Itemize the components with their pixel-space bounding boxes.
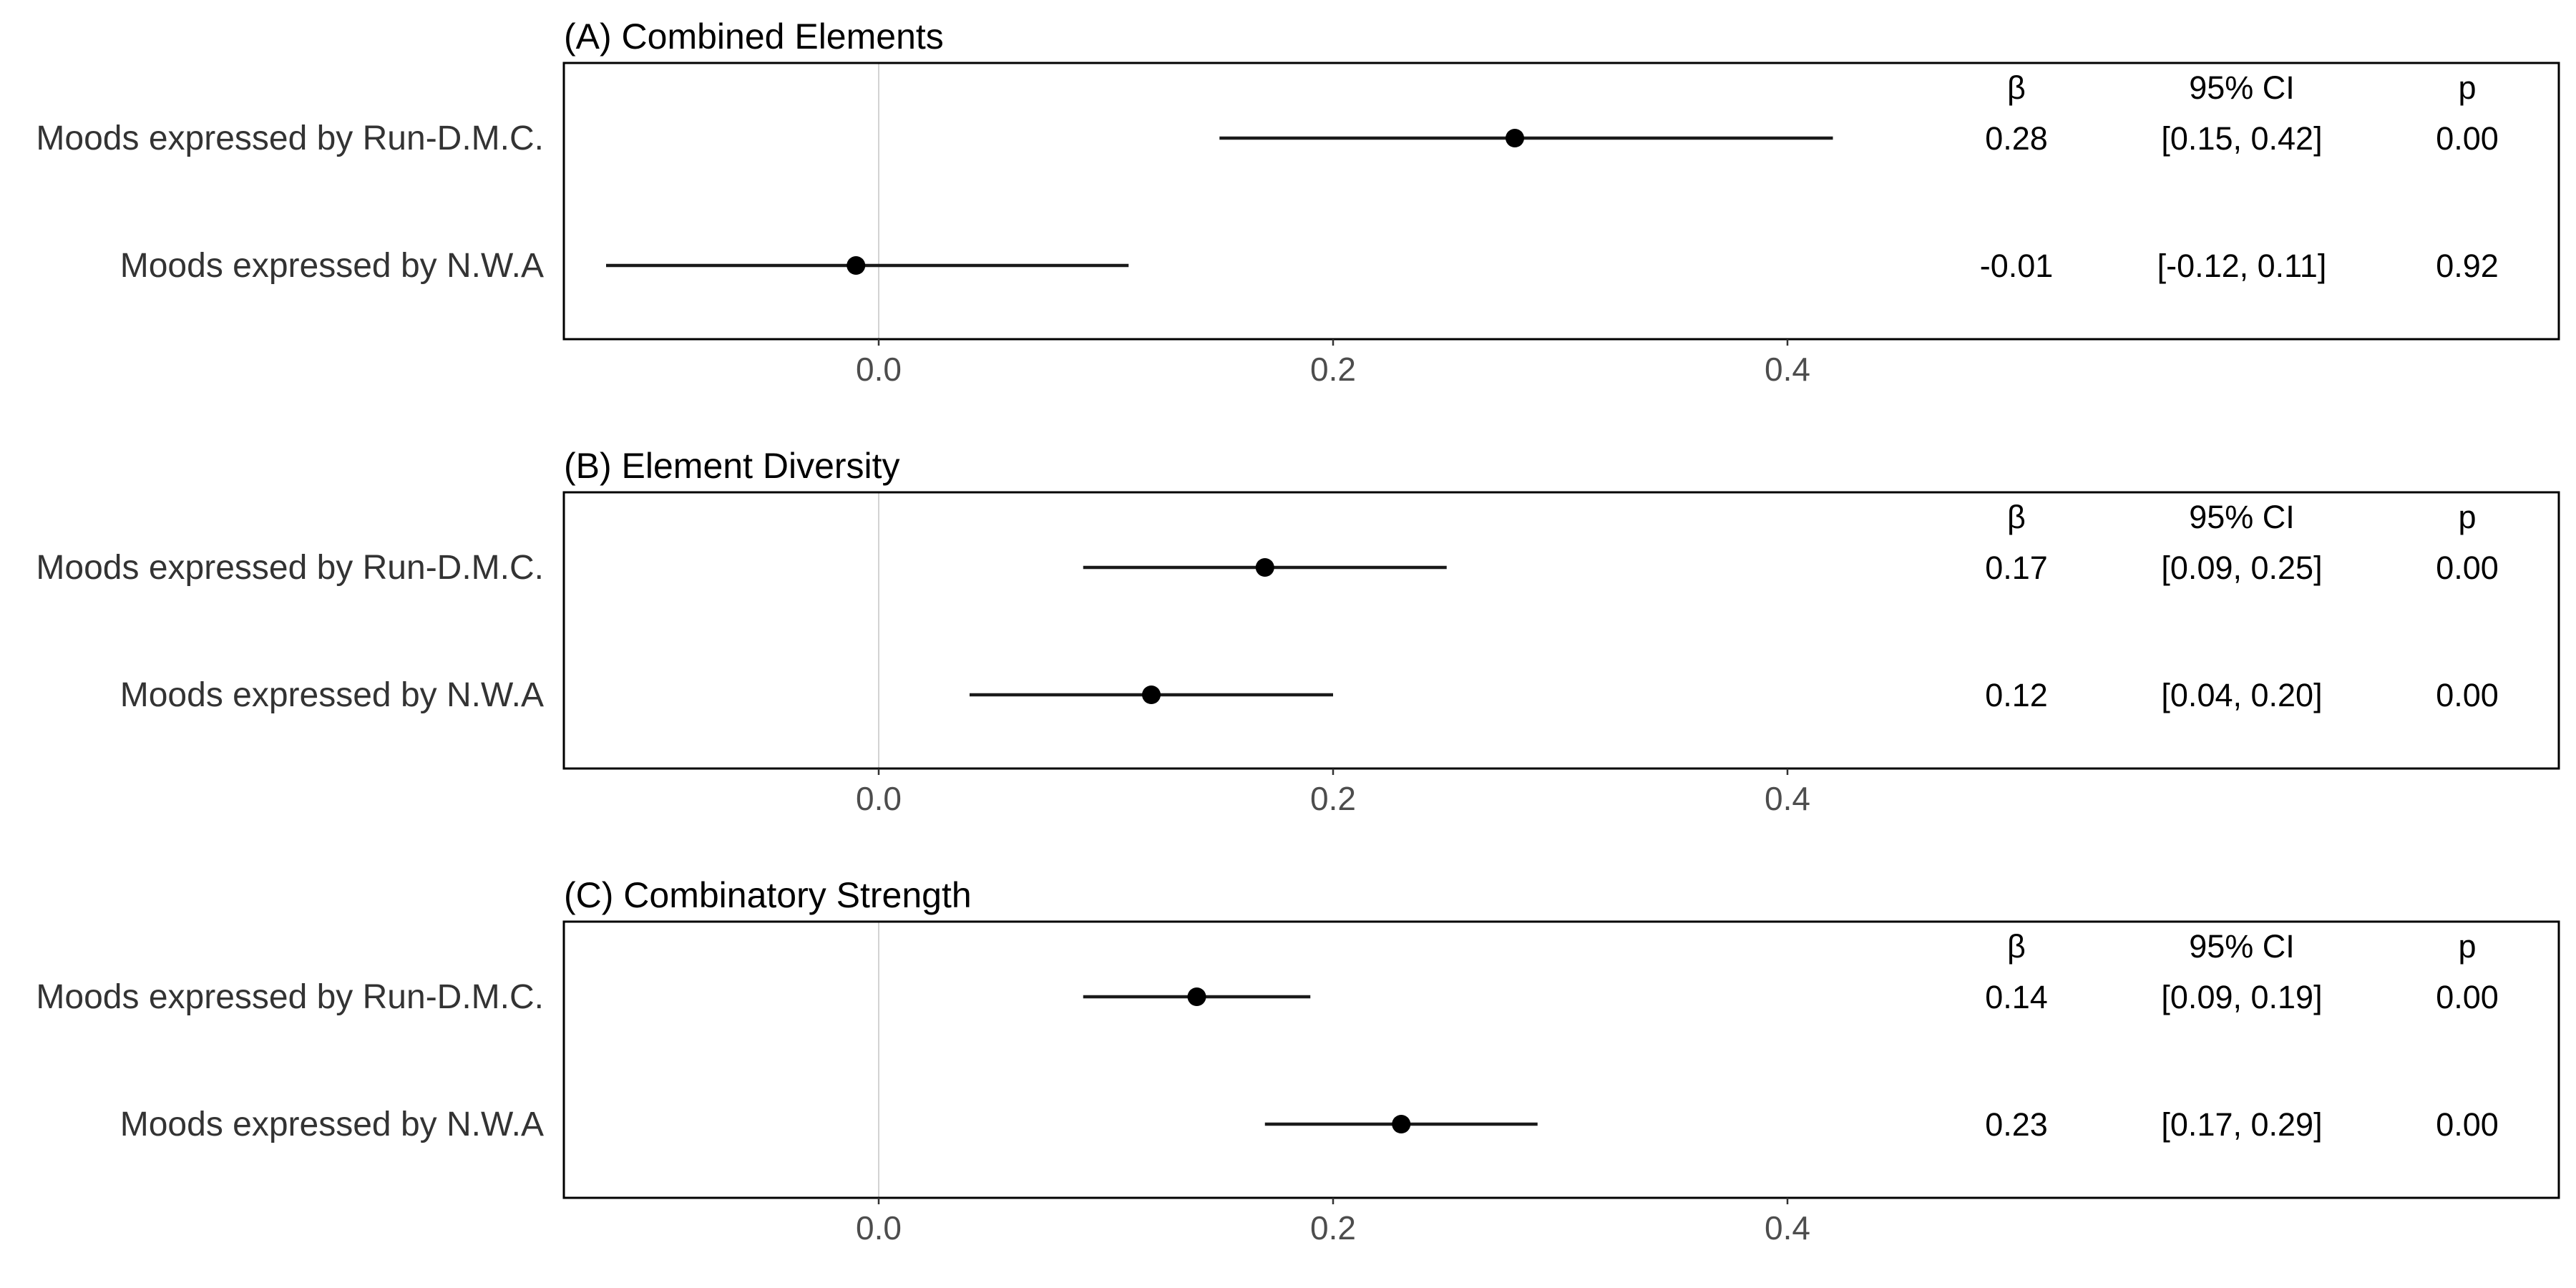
x-tick-label: 0.0 — [856, 351, 902, 388]
beta-header: β — [2007, 928, 2026, 965]
row-label: Moods expressed by N.W.A — [120, 1106, 544, 1143]
p-value: 0.00 — [2436, 677, 2499, 713]
p-header: p — [2458, 499, 2476, 535]
p-value: 0.00 — [2436, 1106, 2499, 1143]
ci-header: 95% CI — [2189, 499, 2295, 535]
ci-header: 95% CI — [2189, 69, 2295, 106]
beta-header: β — [2007, 69, 2026, 106]
ci-value: [0.09, 0.19] — [2161, 979, 2322, 1015]
x-tick-label: 0.4 — [1765, 351, 1810, 388]
x-tick-label: 0.2 — [1310, 351, 1356, 388]
x-tick-label: 0.2 — [1310, 1209, 1356, 1246]
p-header: p — [2458, 69, 2476, 106]
estimate-point — [1255, 558, 1274, 577]
row-label: Moods expressed by Run-D.M.C. — [36, 549, 544, 587]
beta-value: 0.14 — [1985, 979, 2048, 1015]
beta-value: -0.01 — [1980, 248, 2054, 284]
beta-value: 0.12 — [1985, 677, 2048, 713]
estimate-point — [1392, 1115, 1411, 1133]
estimate-point — [1506, 129, 1524, 147]
forest-panel: (C) Combinatory Strength β 95% CI p Moods ex… — [36, 875, 2560, 1246]
ci-value: [0.17, 0.29] — [2161, 1106, 2322, 1143]
row-label: Moods expressed by N.W.A — [120, 676, 544, 714]
beta-value: 0.17 — [1985, 550, 2048, 586]
panel-border — [562, 920, 2560, 1199]
x-tick-label: 0.0 — [856, 1209, 902, 1246]
p-value: 0.00 — [2436, 979, 2499, 1015]
panel-title: (C) Combinatory Strength — [564, 875, 972, 915]
estimate-point — [1187, 987, 1206, 1006]
panel-border — [562, 491, 2560, 770]
row-label: Moods expressed by N.W.A — [120, 247, 544, 285]
p-value: 0.00 — [2436, 120, 2499, 157]
p-value: 0.92 — [2436, 248, 2499, 284]
panel-border — [562, 62, 2560, 341]
forest-panel: (A) Combined Elements β 95% CI p Moods expre… — [36, 16, 2560, 388]
p-value: 0.00 — [2436, 550, 2499, 586]
ci-value: [0.09, 0.25] — [2161, 550, 2322, 586]
x-tick-label: 0.4 — [1765, 780, 1810, 817]
p-header: p — [2458, 928, 2476, 965]
x-tick-label: 0.4 — [1765, 1209, 1810, 1246]
beta-value: 0.28 — [1985, 120, 2048, 157]
ci-value: [0.04, 0.20] — [2161, 677, 2322, 713]
beta-value: 0.23 — [1985, 1106, 2048, 1143]
beta-header: β — [2007, 499, 2026, 535]
estimate-point — [847, 256, 866, 275]
panel-title: (B) Element Diversity — [564, 446, 900, 486]
ci-header: 95% CI — [2189, 928, 2295, 965]
ci-value: [-0.12, 0.11] — [2157, 248, 2327, 284]
forest-panel: (B) Element Diversity β 95% CI p Moods expre… — [36, 446, 2560, 817]
x-tick-label: 0.0 — [856, 780, 902, 817]
ci-value: [0.15, 0.42] — [2161, 120, 2322, 157]
row-label: Moods expressed by Run-D.M.C. — [36, 978, 544, 1016]
row-label: Moods expressed by Run-D.M.C. — [36, 119, 544, 157]
estimate-point — [1142, 686, 1161, 704]
x-tick-label: 0.2 — [1310, 780, 1356, 817]
panel-title: (A) Combined Elements — [564, 16, 944, 57]
